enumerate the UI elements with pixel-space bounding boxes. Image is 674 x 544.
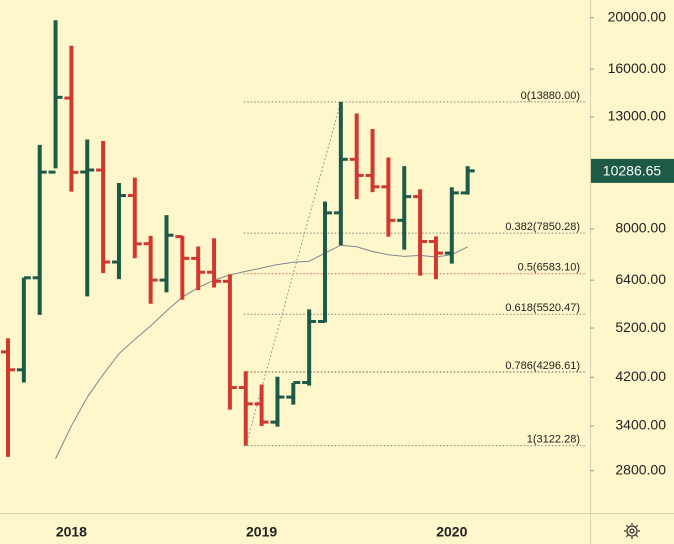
fib-label: 0.5(6583.10) [518, 262, 580, 274]
fib-label: 0(13880.00) [521, 90, 580, 102]
y-tick-label: 13000.00 [608, 108, 667, 124]
moving-average [55, 244, 468, 459]
x-tick-label: 2018 [56, 524, 87, 540]
fib-label: 0.786(4296.61) [505, 360, 580, 372]
fib-label: 0.618(5520.47) [505, 302, 580, 314]
y-tick-label: 16000.00 [608, 60, 667, 76]
last-price-label: 10286.65 [603, 163, 662, 179]
y-tick-label: 3400.00 [615, 417, 666, 433]
fib-label: 0.382(7850.28) [505, 221, 580, 233]
y-tick-label: 2800.00 [615, 461, 666, 477]
y-tick-label: 5200.00 [615, 319, 666, 335]
x-tick-label: 2020 [436, 524, 467, 540]
last-price-box [591, 158, 674, 183]
x-tick-label: 2019 [246, 524, 277, 540]
y-tick-label: 4200.00 [615, 368, 666, 384]
y-tick-label: 20000.00 [608, 8, 667, 24]
fib-label: 1(3122.28) [527, 433, 580, 445]
y-tick-label: 8000.00 [615, 220, 666, 236]
fib-trend-line [245, 101, 342, 446]
y-tick-label: 6400.00 [615, 271, 666, 287]
settings-icon[interactable] [624, 523, 640, 539]
